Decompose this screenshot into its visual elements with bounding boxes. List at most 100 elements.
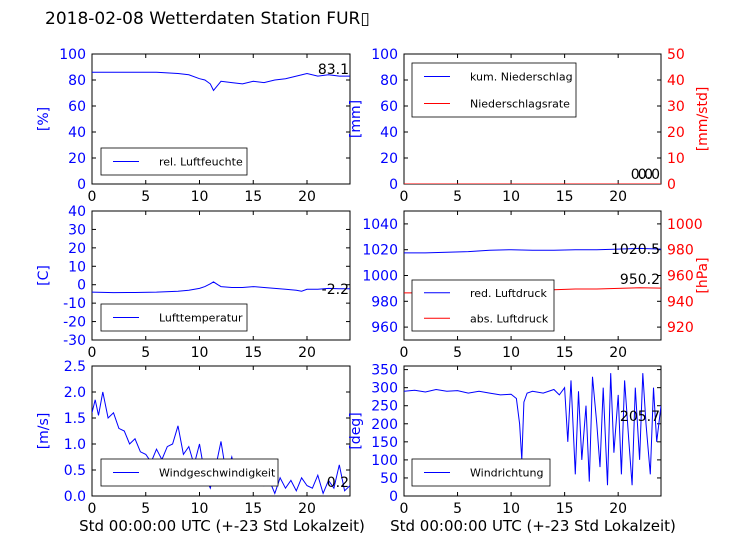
y-tick-label: 50 <box>380 471 398 487</box>
y2-axis-label: [hPa] <box>695 257 711 293</box>
legend-label-1: red. Luftdruck <box>470 287 547 300</box>
y-tick-label: 20 <box>380 151 398 167</box>
y-tick-label: 0.5 <box>64 463 86 479</box>
y-tick-label: -20 <box>63 315 86 331</box>
x-tick-label: 0 <box>400 501 409 517</box>
y-tick-label: 2.5 <box>64 359 86 375</box>
x-tick-label: 10 <box>191 345 209 361</box>
x-tick-label: 10 <box>502 345 520 361</box>
x-tick-label: 20 <box>298 501 316 517</box>
y-tick-label: 1.0 <box>64 437 86 453</box>
y-tick-label: 80 <box>68 73 86 89</box>
x-tick-label: 20 <box>609 189 627 205</box>
series-line-1 <box>404 247 661 254</box>
x-tick-label: 5 <box>453 345 462 361</box>
plot-frame <box>91 365 351 497</box>
panel-2: 0 5 10 15 20 0 20 40 60 80 100 0 10 20 30 40 50 [mm] [mm/s… <box>348 47 711 205</box>
plot-frame <box>403 365 662 497</box>
series-line-1 <box>92 391 350 495</box>
legend: Windgeschwindigkeit <box>100 458 279 487</box>
x-tick-label: 5 <box>141 345 150 361</box>
y2-tick-label: 980 <box>667 243 694 259</box>
x-tick-label: 0 <box>400 345 409 361</box>
panel-4: 0 5 10 15 20 960 980 1000 1020 1040 920 940 960 980 10… <box>362 210 711 361</box>
x-tick-label: 0 <box>88 345 97 361</box>
y-tick-label: 1040 <box>362 217 398 233</box>
xlabel-right-group: Std 00:00:00 UTC (+-23 Std Lokalzeit) <box>390 517 676 535</box>
y2-tick-label: 30 <box>667 99 685 115</box>
y2-tick-label: 920 <box>667 320 694 336</box>
x-tick-label: 20 <box>298 189 316 205</box>
x-tick-label: 15 <box>244 189 262 205</box>
page-title: 2018-02-08 Wetterdaten Station FUR▯ <box>45 9 370 29</box>
value-annotation: 1020.5 <box>611 242 660 258</box>
x-tick-label: 20 <box>609 345 627 361</box>
x-axis-label-left: Std 00:00:00 UTC (+-23 Std Lokalzeit) <box>79 517 365 535</box>
y-tick-label: 20 <box>68 241 86 257</box>
y-tick-label: 40 <box>68 125 86 141</box>
legend: kum. Niederschlag Niederschlagsrate <box>411 62 577 118</box>
y2-tick-label: 1000 <box>667 217 703 233</box>
value-annotation: 83.1 <box>318 62 349 78</box>
x-tick-label: 10 <box>502 189 520 205</box>
series-line-1 <box>92 281 350 294</box>
y-tick-label: 100 <box>371 47 398 63</box>
legend-box <box>411 279 555 332</box>
y-tick-label: 0 <box>389 489 398 505</box>
panel-1: 0 5 10 15 20 0 20 40 60 80 100 [%] 83.1 rel. Luftfeuc… <box>36 47 351 205</box>
y2-axis-label: [mm/std] <box>695 87 711 152</box>
y-tick-label: 150 <box>371 435 398 451</box>
legend-label-1: Lufttemperatur <box>159 312 243 325</box>
y-tick-label: 40 <box>380 125 398 141</box>
x-tick-label: 20 <box>298 345 316 361</box>
y-tick-label: -30 <box>63 333 86 349</box>
y-axis-label: [C] <box>36 265 52 286</box>
series-line-1 <box>92 71 350 92</box>
y2-tick-label: 50 <box>667 47 685 63</box>
plot-frame <box>91 210 351 341</box>
x-tick-label: 15 <box>244 501 262 517</box>
x-tick-label: 0 <box>88 189 97 205</box>
value-annotation: 0.2 <box>327 475 349 491</box>
x-tick-label: 20 <box>609 501 627 517</box>
y-axis-label: [deg] <box>348 412 364 449</box>
plot-frame <box>91 53 351 185</box>
panel-3: 0 5 10 15 20 -30 -20 -10 0 10 20 30 40 [C] -2.2 Lufttem… <box>36 204 351 361</box>
y-tick-label: 0 <box>77 177 86 193</box>
value-annotation-2: 950.2 <box>620 272 660 288</box>
y-tick-label: 100 <box>371 453 398 469</box>
y-tick-label: 1020 <box>362 243 398 259</box>
y2-tick-label: 960 <box>667 269 694 285</box>
y-tick-label: 1.5 <box>64 411 86 427</box>
legend-label-1: Windrichtung <box>470 467 543 480</box>
y2-tick-label: 40 <box>667 73 685 89</box>
y-tick-label: 250 <box>371 399 398 415</box>
y-tick-label: 200 <box>371 417 398 433</box>
y-tick-label: 960 <box>371 320 398 336</box>
x-tick-label: 15 <box>556 189 574 205</box>
x-tick-label: 10 <box>191 501 209 517</box>
y-tick-label: 0 <box>77 278 86 294</box>
legend-label-2: Niederschlagsrate <box>470 98 570 111</box>
x-tick-label: 15 <box>244 345 262 361</box>
x-tick-label: 15 <box>556 345 574 361</box>
y2-tick-label: 940 <box>667 294 694 310</box>
series-line-1 <box>404 373 661 486</box>
series-group <box>404 373 661 486</box>
y2-tick-label: 20 <box>667 125 685 141</box>
y2-tick-label: 0 <box>667 177 676 193</box>
series-group <box>92 391 350 495</box>
legend: rel. Luftfeuchte <box>100 147 248 176</box>
y-tick-label: 60 <box>68 99 86 115</box>
x-tick-label: 15 <box>556 501 574 517</box>
y-tick-label: 20 <box>68 151 86 167</box>
legend: Windrichtung <box>411 458 551 487</box>
series-group <box>92 281 350 294</box>
value-annotation: -2.2 <box>322 282 349 298</box>
legend-box <box>411 62 577 118</box>
x-tick-label: 5 <box>141 189 150 205</box>
value-annotation: 205.7 <box>620 409 660 425</box>
value-annotation: 0.0 <box>638 167 660 183</box>
